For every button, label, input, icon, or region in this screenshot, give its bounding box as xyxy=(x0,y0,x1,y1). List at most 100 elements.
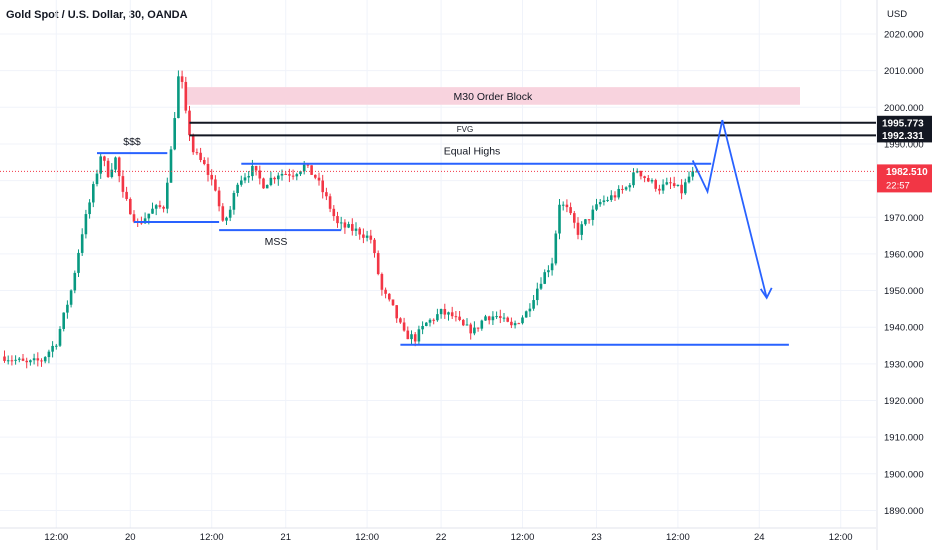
candle-body xyxy=(351,224,354,231)
currency-label: USD xyxy=(887,9,908,20)
price-tick-label: 1990.000 xyxy=(884,139,924,150)
candle-body xyxy=(225,217,228,221)
price-axis[interactable]: 2020.0002010.0002000.0001990.0001980.000… xyxy=(876,0,932,550)
time-tick-label: 12:00 xyxy=(511,532,535,543)
candle-body xyxy=(610,195,613,200)
candle-body xyxy=(547,270,550,273)
price-tick-label: 1940.000 xyxy=(884,323,924,334)
candle-body xyxy=(691,171,694,177)
candle-body xyxy=(469,324,472,334)
candle-body xyxy=(517,323,521,325)
candle-body xyxy=(143,218,147,224)
time-tick-label: 12:00 xyxy=(200,532,224,543)
candle-body xyxy=(6,360,10,362)
candle-body xyxy=(654,180,657,189)
current-price-badge xyxy=(877,164,932,193)
candle-body xyxy=(314,174,317,178)
candle-body xyxy=(672,183,676,187)
candle-body xyxy=(284,173,287,175)
candle-body xyxy=(587,219,591,221)
time-axis[interactable]: 12:00 20 12:00 21 12:00 22 12:00 23 12:00 24 12:00 xyxy=(0,527,876,543)
candle-body xyxy=(332,208,336,217)
candle-body xyxy=(661,184,665,191)
price-tick-label: 1930.000 xyxy=(884,359,924,370)
candle-body xyxy=(376,253,380,275)
candle-body xyxy=(184,81,188,111)
candle-body xyxy=(573,213,576,223)
candle-body xyxy=(214,179,217,191)
candle-body xyxy=(417,329,421,342)
chart-title: Gold Spot / U.S. Dollar, 30, OANDA xyxy=(6,9,188,21)
candle-body xyxy=(413,334,417,342)
projection-path xyxy=(691,119,768,299)
candle-body xyxy=(195,152,199,154)
sss-label: $$$ xyxy=(123,136,141,148)
candle-body xyxy=(643,176,646,179)
candles xyxy=(3,70,698,369)
time-tick-label: 24 xyxy=(754,532,765,543)
candle-body xyxy=(288,174,291,176)
candle-body xyxy=(565,204,569,208)
candle-body xyxy=(232,192,236,210)
candle-body xyxy=(40,360,43,362)
candle-body xyxy=(506,317,509,322)
equal-highs-label: Equal Highs xyxy=(444,146,501,158)
candle-body xyxy=(491,316,495,321)
candle-body xyxy=(428,319,432,323)
candle-body xyxy=(650,180,654,182)
candle-body xyxy=(658,188,661,191)
candle-body xyxy=(221,206,225,221)
candle-body xyxy=(558,204,561,234)
candle-body xyxy=(302,164,306,172)
candle-body xyxy=(180,76,184,82)
projection-arrowhead xyxy=(759,287,773,300)
candle-body xyxy=(121,176,125,192)
candle-body xyxy=(480,320,484,329)
candle-body xyxy=(554,233,558,264)
candle-body xyxy=(539,283,543,289)
candle-body xyxy=(606,199,609,201)
candle-body xyxy=(277,175,280,180)
candle-body xyxy=(125,191,128,200)
candle-body xyxy=(114,157,117,170)
candle-body xyxy=(680,184,683,194)
candle-body xyxy=(458,316,461,320)
candle-body xyxy=(524,311,528,318)
candle-body xyxy=(51,345,54,352)
candle-body xyxy=(339,222,343,224)
candle-body xyxy=(25,360,28,363)
candle-body xyxy=(439,308,443,315)
candle-body xyxy=(191,135,195,153)
candle-body xyxy=(513,323,517,326)
candle-body xyxy=(624,187,628,190)
candle-body xyxy=(84,214,88,235)
candle-body xyxy=(528,308,532,312)
candle-body xyxy=(55,345,58,347)
candle-body xyxy=(684,182,687,194)
candle-body xyxy=(602,200,606,203)
candle-body xyxy=(521,317,524,324)
candle-body xyxy=(621,188,624,190)
time-tick-label: 21 xyxy=(280,532,291,543)
candle-body xyxy=(632,172,635,186)
candle-body xyxy=(106,160,110,177)
candle-body xyxy=(317,177,321,181)
current-price-text: 1982.510 xyxy=(886,167,928,178)
candle-body xyxy=(399,318,402,323)
candle-body xyxy=(436,314,439,321)
candle-body xyxy=(354,228,358,231)
time-tick-label: 12:00 xyxy=(355,532,379,543)
price-tick-label: 2000.000 xyxy=(884,103,924,114)
price-tick-label: 1950.000 xyxy=(884,286,924,297)
time-tick-label: 22 xyxy=(436,532,447,543)
candle-body xyxy=(550,263,554,271)
candle-body xyxy=(291,175,295,177)
fvg-price-badge xyxy=(877,128,932,143)
candle-body xyxy=(476,327,480,329)
candle-body xyxy=(117,157,121,177)
candle-body xyxy=(169,149,173,183)
candle-body xyxy=(569,207,572,214)
candle-body xyxy=(617,188,620,198)
candle-body xyxy=(336,216,339,224)
